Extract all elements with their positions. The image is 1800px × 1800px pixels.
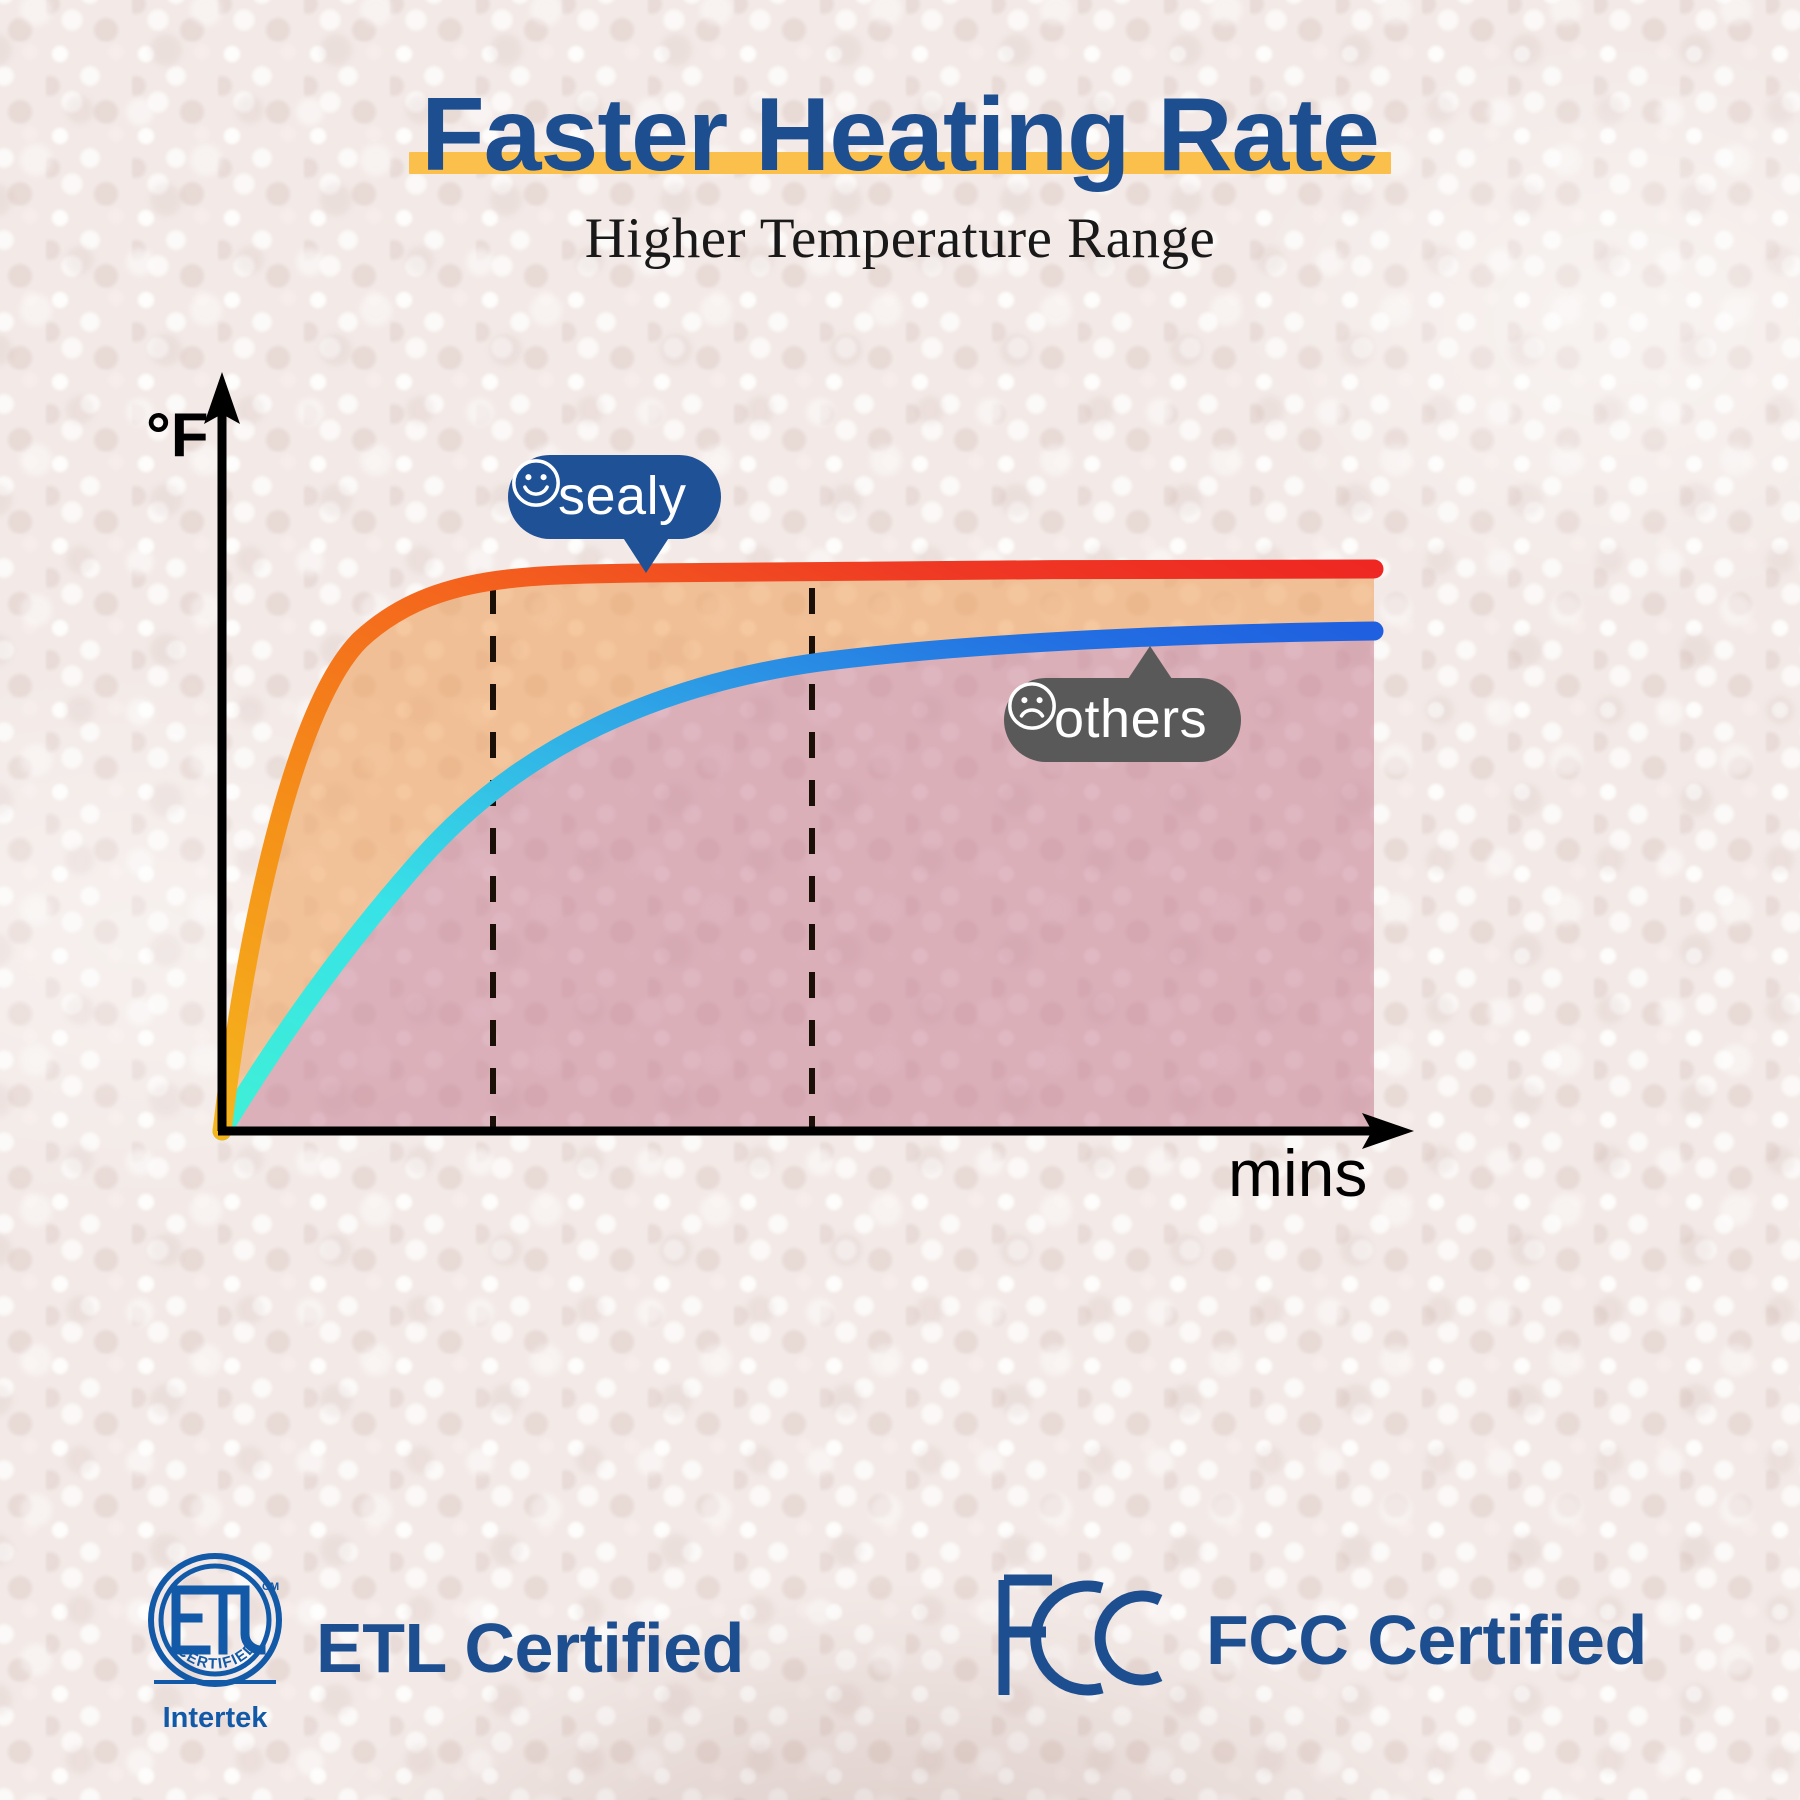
chart-fill-areas bbox=[222, 569, 1374, 1131]
reference-lines bbox=[490, 588, 815, 1128]
x-axis-label: mins bbox=[1228, 1136, 1368, 1210]
fcc-logo bbox=[990, 1570, 1180, 1710]
etl-brand-label: Intertek bbox=[162, 1702, 268, 1734]
fcc-certified-label: FCC Certified bbox=[1206, 1601, 1647, 1679]
certification-fcc: FCC Certified bbox=[990, 1570, 1647, 1710]
callout-sealy-tail bbox=[620, 533, 672, 573]
callout-others-tail bbox=[1126, 646, 1174, 682]
y-axis-arrowhead bbox=[204, 372, 240, 424]
sealy-area-fill bbox=[222, 569, 1374, 1131]
y-axis-label: °F bbox=[146, 401, 209, 470]
header: Faster Heating Rate Higher Temperature R… bbox=[0, 0, 1800, 271]
etl-logo: CM CERTIFIED Intertek bbox=[140, 1550, 290, 1746]
title-highlight-bar bbox=[409, 152, 1391, 175]
certification-etl: CM CERTIFIED Intertek ETL Certified bbox=[140, 1550, 744, 1746]
etl-certified-label: ETL Certified bbox=[316, 1609, 744, 1687]
others-curve bbox=[212, 621, 1384, 1141]
callout-sealy-label: sealy bbox=[558, 466, 687, 526]
callout-others-label: others bbox=[1054, 689, 1208, 749]
x-axis-arrowhead bbox=[1362, 1113, 1414, 1149]
certification-row: CM CERTIFIED Intertek ETL Certified bbox=[0, 1540, 1800, 1760]
page-title: Faster Heating Rate bbox=[421, 77, 1380, 193]
callout-sealy[interactable]: sealy bbox=[508, 455, 721, 573]
page-subtitle: Higher Temperature Range bbox=[584, 207, 1216, 271]
callout-others[interactable]: others bbox=[1004, 646, 1242, 762]
svg-text:CM: CM bbox=[262, 1581, 279, 1593]
title-block: Faster Heating Rate bbox=[409, 77, 1391, 193]
chart-axes bbox=[204, 372, 1414, 1149]
sealy-curve bbox=[212, 559, 1384, 1141]
